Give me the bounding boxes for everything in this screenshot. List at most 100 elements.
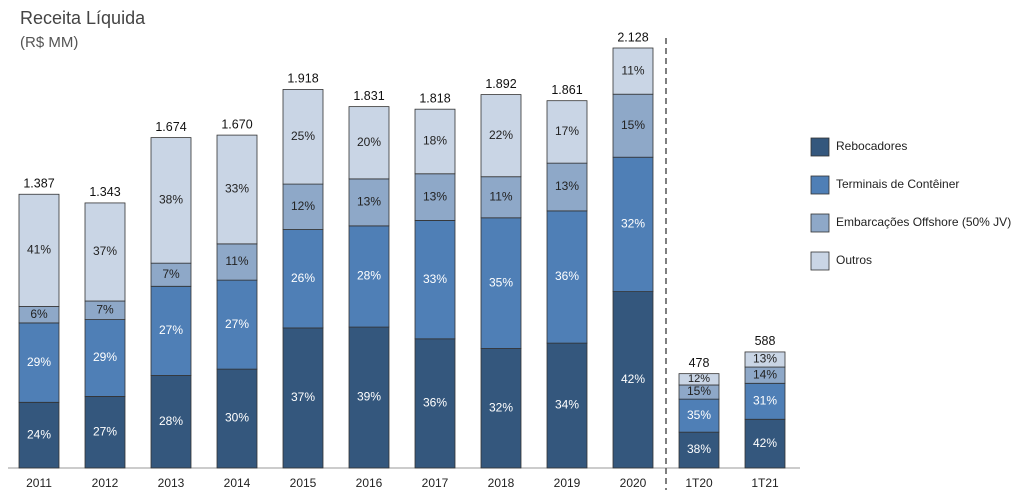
total-label: 1.861 bbox=[551, 83, 582, 97]
bar-segment bbox=[678, 373, 720, 386]
segment-label: 30% bbox=[225, 411, 249, 425]
total-label: 1.670 bbox=[221, 117, 252, 131]
segment-label: 15% bbox=[621, 118, 645, 132]
segment-label: 7% bbox=[162, 267, 180, 281]
bar-segment bbox=[18, 401, 60, 469]
x-tick-label: 2011 bbox=[26, 476, 52, 490]
segment-label: 28% bbox=[159, 414, 183, 428]
bar-segment bbox=[612, 93, 654, 158]
bar-segment bbox=[414, 338, 456, 469]
segment-label: 28% bbox=[357, 269, 381, 283]
bar-segment bbox=[744, 382, 786, 420]
total-label: 1.892 bbox=[485, 77, 516, 91]
segment-label: 15% bbox=[687, 384, 711, 398]
x-tick-label: 2014 bbox=[224, 476, 251, 490]
segment-label: 22% bbox=[489, 128, 513, 142]
segment-label: 34% bbox=[555, 398, 579, 412]
segment-label: 20% bbox=[357, 135, 381, 149]
segment-label: 13% bbox=[753, 352, 777, 366]
segment-label: 42% bbox=[753, 436, 777, 450]
bar-segment bbox=[480, 94, 522, 178]
bar-segment bbox=[546, 342, 588, 469]
bar-segment bbox=[282, 89, 324, 185]
segment-label: 14% bbox=[753, 367, 777, 381]
total-label: 1.674 bbox=[155, 120, 186, 134]
bar-segment bbox=[282, 229, 324, 329]
chart-subtitle: (R$ MM) bbox=[20, 34, 78, 51]
bar-segment bbox=[744, 351, 786, 368]
segment-label: 38% bbox=[687, 442, 711, 456]
legend-label: Rebocadores bbox=[836, 139, 907, 153]
bar-segment bbox=[216, 134, 258, 245]
segment-label: 18% bbox=[423, 134, 447, 148]
total-label: 1.918 bbox=[287, 72, 318, 86]
segment-label: 11% bbox=[489, 189, 512, 203]
segment-label: 17% bbox=[555, 124, 579, 138]
bar-segment bbox=[480, 217, 522, 349]
segment-label: 35% bbox=[687, 408, 711, 422]
x-tick-label: 1T21 bbox=[751, 476, 779, 490]
segment-label: 6% bbox=[30, 307, 48, 321]
bar-segment bbox=[282, 327, 324, 469]
legend-swatch bbox=[810, 213, 830, 233]
bar-segment bbox=[216, 368, 258, 469]
x-tick-label: 2015 bbox=[290, 476, 317, 490]
segment-label: 27% bbox=[159, 323, 183, 337]
legend-swatch bbox=[810, 251, 830, 271]
x-tick-label: 2018 bbox=[488, 476, 515, 490]
segment-label: 33% bbox=[225, 182, 249, 196]
segment-label: 26% bbox=[291, 271, 315, 285]
bar-segment bbox=[18, 193, 60, 307]
x-tick-label: 2017 bbox=[422, 476, 449, 490]
segment-label: 12% bbox=[291, 199, 315, 213]
segment-label: 36% bbox=[423, 396, 447, 410]
segment-label: 11% bbox=[225, 254, 248, 268]
segment-label: 11% bbox=[621, 63, 644, 77]
bar-segment bbox=[678, 431, 720, 469]
x-tick-label: 2016 bbox=[356, 476, 383, 490]
bar-segment bbox=[414, 108, 456, 175]
segment-label: 37% bbox=[291, 390, 315, 404]
bar-segment bbox=[150, 285, 192, 376]
segment-label: 13% bbox=[423, 189, 447, 203]
total-label: 478 bbox=[689, 356, 710, 370]
bar-segment bbox=[612, 47, 654, 95]
legend-label: Embarcações Offshore (50% JV) bbox=[836, 215, 1011, 229]
segment-label: 24% bbox=[27, 427, 51, 441]
segment-label: 27% bbox=[225, 317, 249, 331]
bar-segment bbox=[348, 225, 390, 328]
segment-label: 27% bbox=[93, 424, 117, 438]
chart-title: Receita Líquida bbox=[20, 8, 146, 28]
x-tick-label: 2013 bbox=[158, 476, 185, 490]
segment-label: 39% bbox=[357, 390, 381, 404]
segment-label: 32% bbox=[489, 400, 513, 414]
bar-segment bbox=[414, 220, 456, 340]
bar-segment bbox=[84, 319, 126, 397]
segment-label: 12% bbox=[688, 373, 710, 385]
bar-segment bbox=[546, 100, 588, 164]
segment-label: 35% bbox=[489, 275, 513, 289]
segment-label: 41% bbox=[27, 243, 51, 257]
segment-label: 38% bbox=[159, 193, 183, 207]
bar-segment bbox=[744, 418, 786, 469]
bar-segment bbox=[678, 398, 720, 433]
legend-label: Terminais de Contêiner bbox=[836, 177, 959, 191]
bar-segment bbox=[480, 348, 522, 469]
segment-label: 37% bbox=[93, 244, 117, 258]
bar-segment bbox=[150, 375, 192, 469]
bar-segment bbox=[18, 322, 60, 403]
total-label: 1.818 bbox=[419, 91, 450, 105]
total-label: 1.387 bbox=[23, 177, 54, 191]
bar-segment bbox=[282, 183, 324, 230]
segment-label: 42% bbox=[621, 372, 645, 386]
total-label: 588 bbox=[755, 334, 776, 348]
bar-segment bbox=[84, 396, 126, 469]
x-tick-label: 2012 bbox=[92, 476, 119, 490]
x-tick-label: 1T20 bbox=[685, 476, 713, 490]
bar-segment bbox=[348, 178, 390, 227]
legend-label: Outros bbox=[836, 253, 872, 267]
total-label: 2.128 bbox=[617, 30, 648, 44]
bar-segment bbox=[150, 137, 192, 264]
segment-label: 29% bbox=[93, 350, 117, 364]
legend-swatch bbox=[810, 175, 830, 195]
